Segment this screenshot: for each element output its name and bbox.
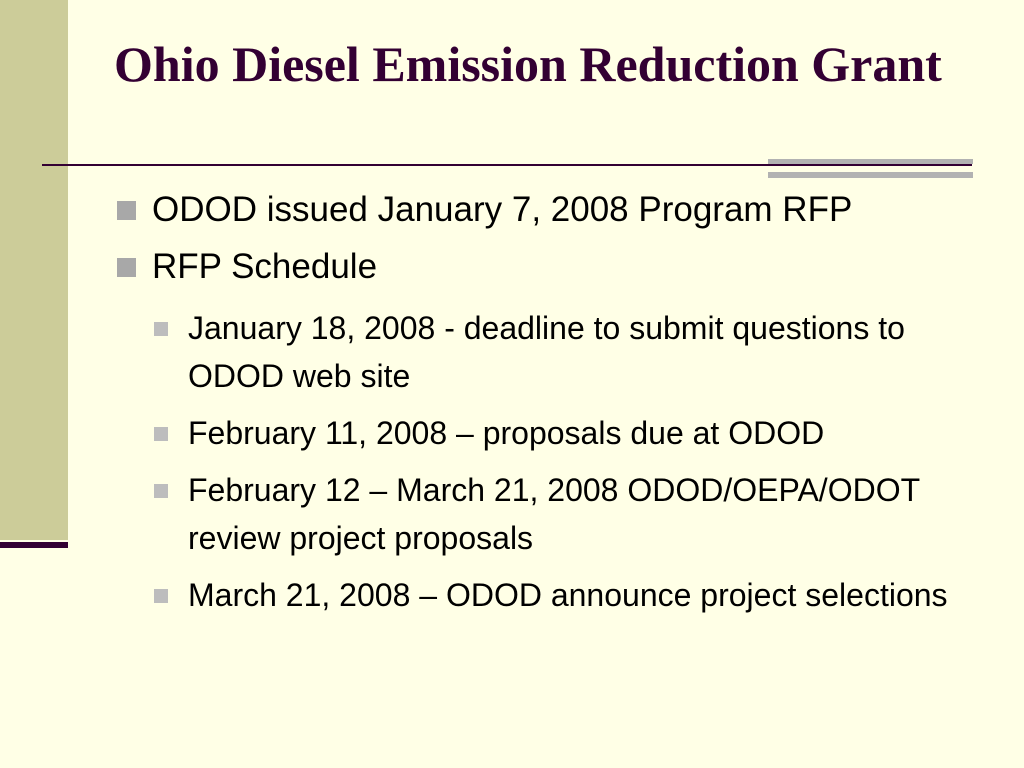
schedule-item: March 21, 2008 – ODOD announce project s… <box>154 571 977 619</box>
bullet-item: RFP Schedule <box>117 247 977 287</box>
bullet-text: RFP Schedule <box>152 247 378 286</box>
schedule-item-text: January 18, 2008 - deadline to submit qu… <box>188 310 905 394</box>
slide-title: Ohio Diesel Emission Reduction Grant <box>114 36 942 92</box>
schedule-item-text: March 21, 2008 – ODOD announce project s… <box>188 577 948 613</box>
title-divider <box>42 164 972 166</box>
schedule-list: January 18, 2008 - deadline to submit qu… <box>154 304 977 619</box>
schedule-item-text: February 12 – March 21, 2008 ODOD/OEPA/O… <box>188 472 920 556</box>
square-bullet-icon <box>117 201 136 220</box>
decorative-grey-bar-top <box>768 159 973 164</box>
square-bullet-icon <box>154 589 168 603</box>
schedule-item: February 11, 2008 – proposals due at ODO… <box>154 409 977 457</box>
square-bullet-icon <box>154 427 168 441</box>
side-band <box>0 0 68 540</box>
schedule-item-text: February 11, 2008 – proposals due at ODO… <box>188 415 825 451</box>
schedule-item: February 12 – March 21, 2008 ODOD/OEPA/O… <box>154 466 977 562</box>
bullet-item: ODOD issued January 7, 2008 Program RFP <box>117 190 977 230</box>
slide-body: ODOD issued January 7, 2008 Program RFP … <box>117 190 977 628</box>
side-accent-bar <box>0 542 68 548</box>
decorative-grey-bar-bottom <box>768 172 973 178</box>
bullet-text: ODOD issued January 7, 2008 Program RFP <box>152 190 853 229</box>
schedule-item: January 18, 2008 - deadline to submit qu… <box>154 304 977 400</box>
square-bullet-icon <box>154 484 168 498</box>
square-bullet-icon <box>117 258 136 277</box>
square-bullet-icon <box>154 322 168 336</box>
